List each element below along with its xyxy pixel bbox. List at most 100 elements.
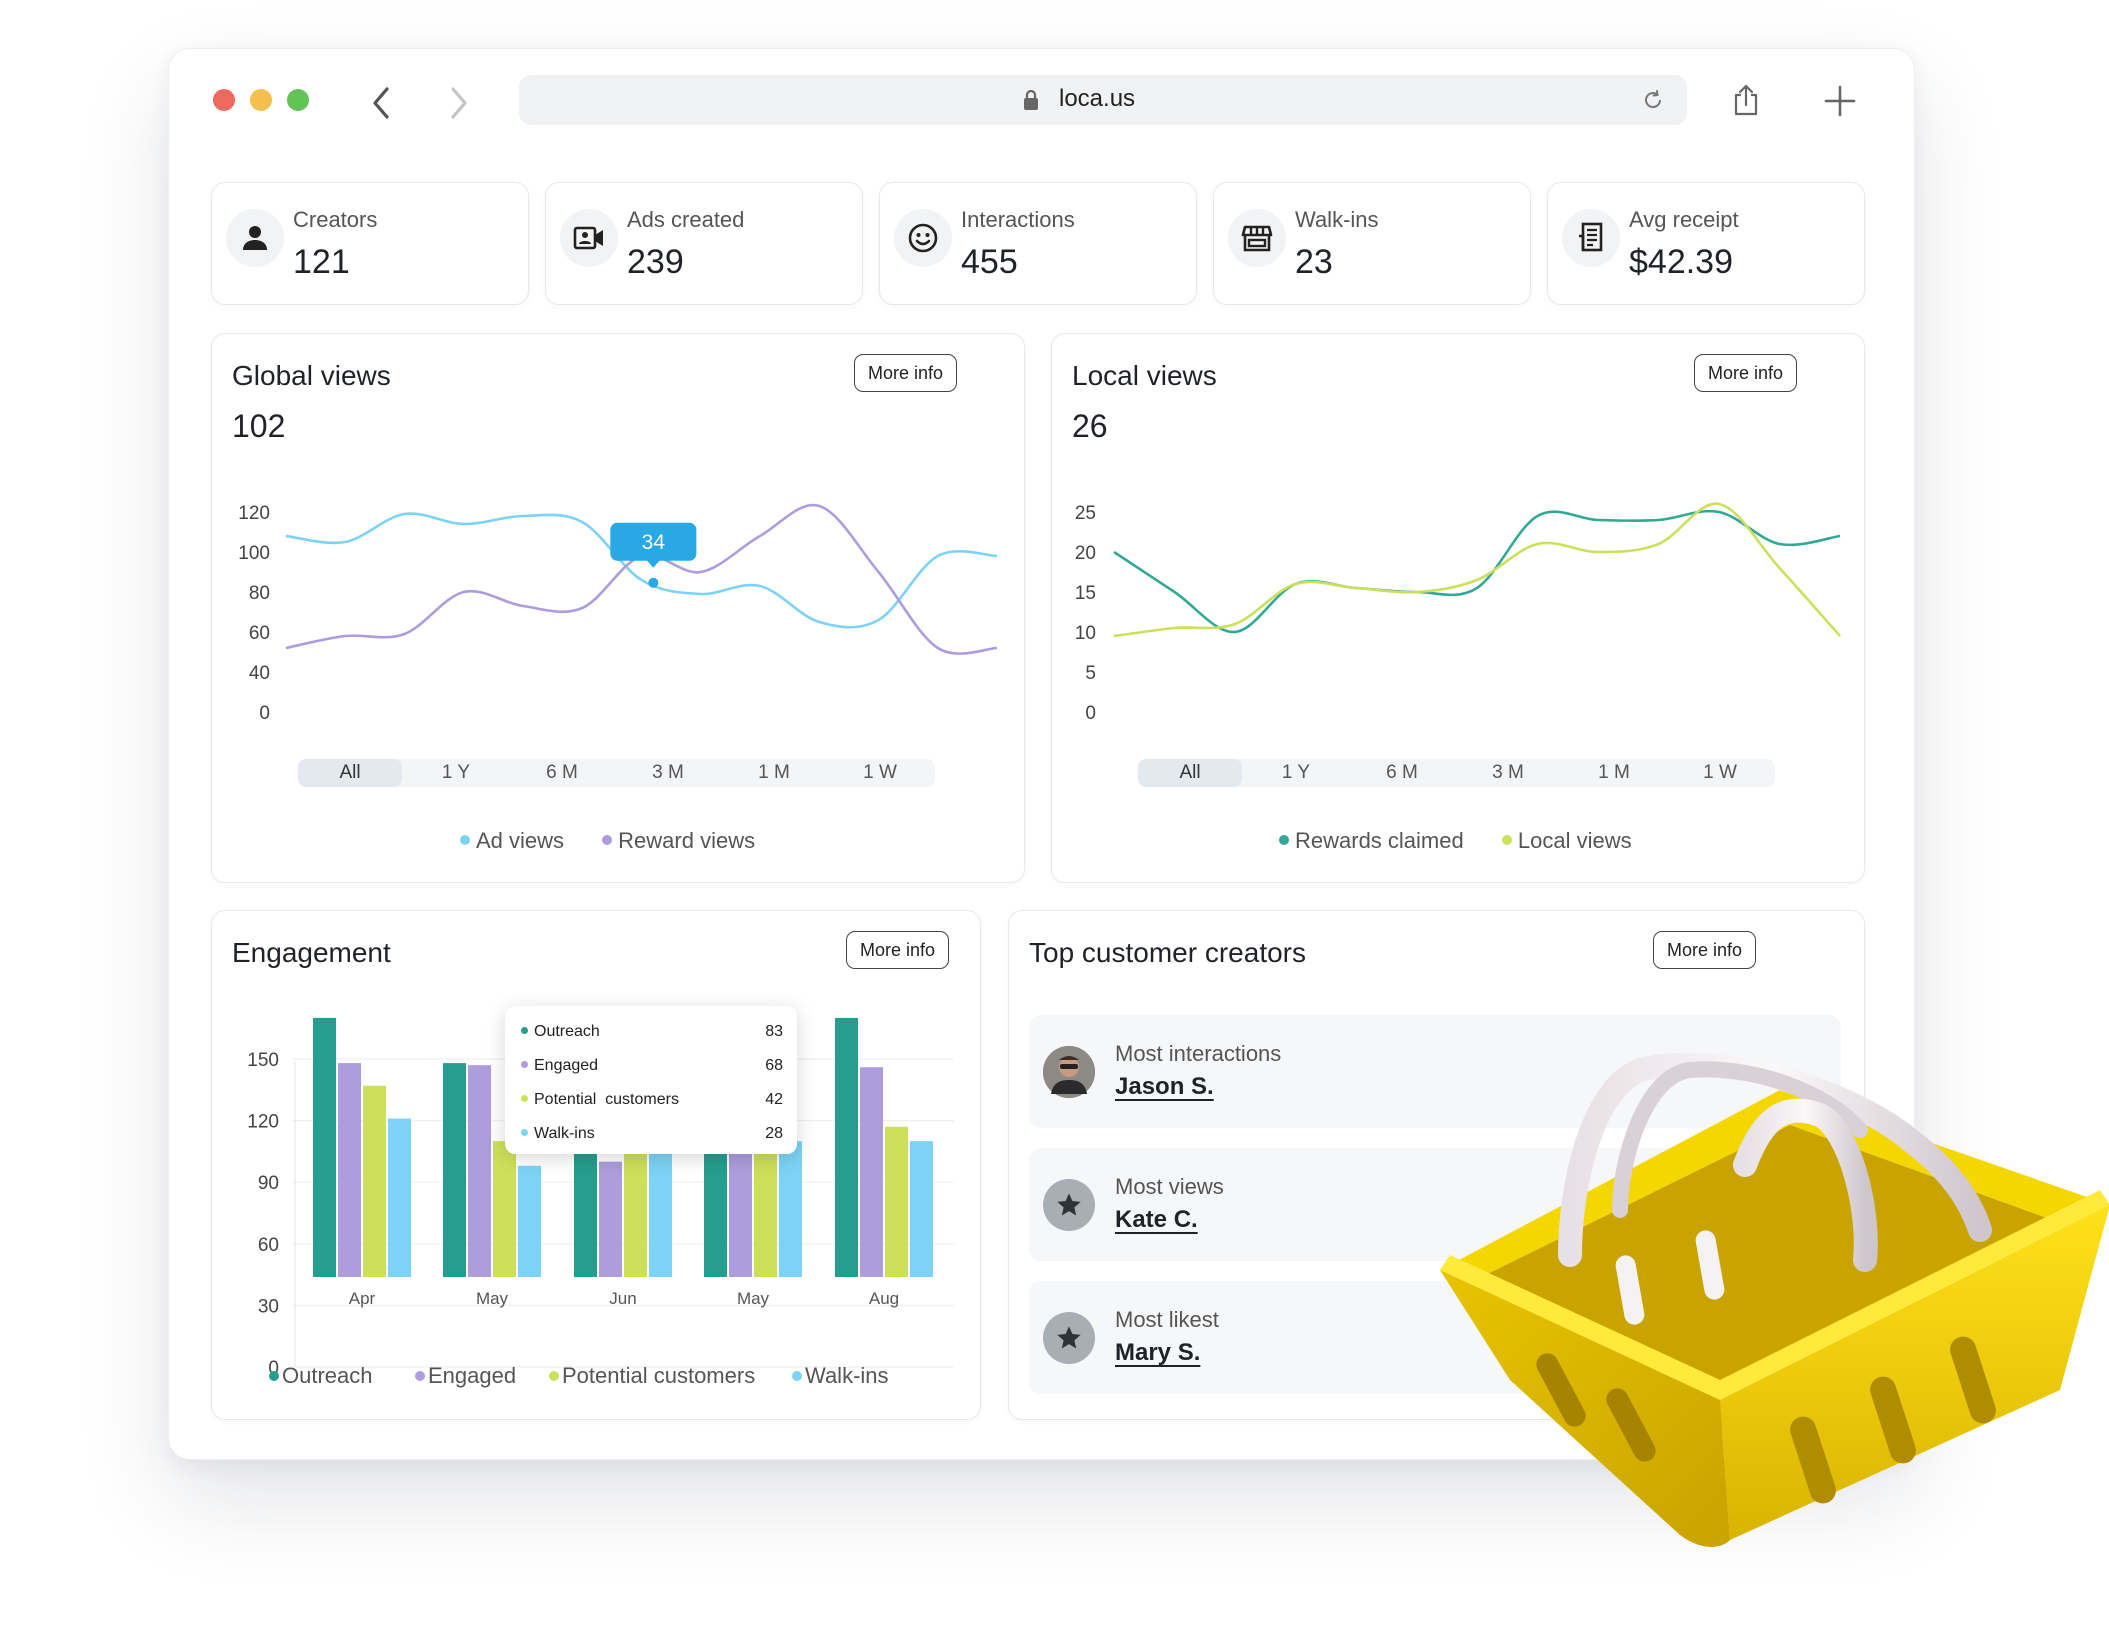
y-tick-label: 10 — [1075, 623, 1096, 644]
tooltip-row-walk-ins: Walk-ins 28 — [521, 1125, 783, 1143]
maximize-window-button[interactable] — [287, 89, 309, 111]
tooltip-row-potential-customers: Potential customers 42 — [521, 1091, 783, 1109]
bar-potential-customers[interactable] — [754, 1137, 777, 1277]
star-icon — [1043, 1312, 1095, 1364]
y-tick-label: 0 — [268, 1358, 279, 1379]
svg-text:Engaged: Engaged — [428, 1363, 516, 1388]
bar-walk-ins[interactable] — [649, 1124, 672, 1277]
local-views-card: Local views 26 More info 25 20 15 10 5 0 All … — [1051, 333, 1865, 883]
stat-label: Creators — [293, 207, 378, 232]
legend-ad-views: Ad views — [460, 828, 564, 853]
y-tick-label: 30 — [258, 1296, 279, 1317]
card-value: 102 — [232, 408, 286, 444]
y-tick-label: 120 — [238, 503, 270, 524]
card-title: Local views — [1072, 360, 1217, 391]
address-bar[interactable]: loca.us — [519, 75, 1687, 125]
legend-engaged: Engaged — [415, 1363, 516, 1388]
stat-value: 121 — [293, 243, 350, 281]
bar-engaged[interactable] — [338, 1063, 361, 1277]
creator-row-most-interactions[interactable]: Most interactions Jason S. — [1029, 1015, 1841, 1128]
creator-name-link[interactable]: Jason S. — [1115, 1073, 1214, 1100]
plus-icon[interactable] — [1824, 85, 1856, 117]
y-tick-label: 40 — [249, 663, 270, 684]
range-1w[interactable]: 1 W — [1703, 762, 1737, 783]
engagement-card: Engagement More info 0 30 60 90 120 150 Apr May… — [211, 910, 981, 1420]
series-line-local-views — [1113, 502, 1841, 638]
y-tick-label: 15 — [1075, 583, 1096, 604]
stat-label: Walk-ins — [1295, 207, 1379, 232]
more-info-button[interactable]: More info — [854, 354, 958, 392]
legend-potential-customers: Potential customers — [549, 1363, 755, 1388]
back-chevron-icon[interactable] — [369, 85, 393, 121]
range-6m[interactable]: 6 M — [1386, 762, 1418, 783]
range-6m[interactable]: 6 M — [546, 762, 578, 783]
stat-card-avg-receipt: Avg receipt $42.39 — [1547, 182, 1865, 305]
reload-icon[interactable] — [1641, 88, 1665, 112]
bar-walk-ins[interactable] — [388, 1118, 411, 1277]
bar-walk-ins[interactable] — [779, 1141, 802, 1277]
bar-engaged[interactable] — [468, 1065, 491, 1277]
y-tick-label: 0 — [1085, 703, 1096, 724]
range-1y[interactable]: 1 Y — [1281, 762, 1311, 783]
bar-engaged[interactable] — [860, 1067, 883, 1277]
more-info-button[interactable]: More info — [1653, 931, 1757, 969]
y-tick-label: 150 — [247, 1050, 279, 1071]
minimize-window-button[interactable] — [250, 89, 272, 111]
bar-walk-ins[interactable] — [518, 1165, 541, 1277]
forward-chevron-icon[interactable] — [447, 85, 471, 121]
chart-legend: Rewards claimed Local views — [1279, 828, 1632, 854]
stat-label: Avg receipt — [1629, 207, 1739, 232]
close-window-button[interactable] — [213, 89, 235, 111]
range-1m[interactable]: 1 M — [758, 762, 790, 783]
stat-card-creators: Creators 121 — [211, 182, 529, 305]
bar-outreach[interactable] — [443, 1063, 466, 1277]
more-info-button[interactable]: More info — [846, 931, 950, 969]
bar-outreach[interactable] — [574, 1151, 597, 1277]
video-camera-icon — [560, 209, 618, 267]
bar-outreach[interactable] — [313, 1017, 336, 1277]
engagement-chart: 0 30 60 90 120 150 Apr May Jun May Aug Outreach Enga… — [247, 1017, 954, 1388]
y-tick-label: 60 — [258, 1235, 279, 1256]
y-tick-label: 100 — [238, 543, 270, 564]
bar-potential-customers[interactable] — [885, 1126, 908, 1277]
creator-category: Most interactions — [1115, 1041, 1282, 1066]
bar-potential-customers[interactable] — [624, 1130, 647, 1277]
tooltip-row-outreach: Outreach 83 — [521, 1023, 783, 1041]
creator-name-link[interactable]: Mary S. — [1115, 1339, 1201, 1366]
share-icon[interactable] — [1732, 83, 1760, 117]
titlebar: loca.us — [169, 49, 1914, 159]
range-3m[interactable]: 3 M — [1492, 762, 1524, 783]
range-all[interactable]: All — [1138, 759, 1242, 787]
legend-local-views: Local views — [1501, 828, 1632, 853]
chart-legend: Ad views Reward views — [460, 828, 755, 854]
range-1m[interactable]: 1 M — [1598, 762, 1630, 783]
x-tick-label: Aug — [869, 1289, 899, 1308]
series-line-rewards-claimed — [1113, 509, 1841, 634]
point-tooltip: 34 — [610, 522, 697, 568]
bar-potential-customers[interactable] — [493, 1141, 516, 1277]
y-tick-label: 5 — [1085, 663, 1096, 684]
card-title: Global views — [232, 360, 391, 391]
bar-engaged[interactable] — [599, 1161, 622, 1277]
bar-outreach[interactable] — [835, 1017, 858, 1277]
svg-text:Potential customers: Potential customers — [562, 1363, 755, 1388]
y-tick-label: 80 — [249, 583, 270, 604]
bar-engaged[interactable] — [729, 1120, 752, 1277]
svg-text:Outreach: Outreach — [282, 1363, 373, 1388]
range-selector: All 1 Y 6 M 3 M 1 M 1 W — [298, 759, 935, 787]
range-3m[interactable]: 3 M — [652, 762, 684, 783]
creator-category: Most views — [1115, 1174, 1224, 1199]
more-info-button[interactable]: More info — [1694, 354, 1798, 392]
creator-name-link[interactable]: Kate C. — [1115, 1206, 1198, 1233]
storefront-icon — [1228, 209, 1286, 267]
range-all[interactable]: All — [298, 759, 402, 787]
stat-label: Ads created — [627, 207, 745, 232]
bar-walk-ins[interactable] — [910, 1141, 933, 1277]
shopping-basket-illustration — [1440, 1052, 2109, 1547]
range-1y[interactable]: 1 Y — [441, 762, 471, 783]
global-views-chart: 120 100 80 60 40 0 34 — [238, 503, 998, 724]
highlight-point[interactable] — [648, 577, 659, 588]
range-1w[interactable]: 1 W — [863, 762, 897, 783]
bar-potential-customers[interactable] — [363, 1085, 386, 1277]
stat-value: 455 — [961, 243, 1018, 281]
